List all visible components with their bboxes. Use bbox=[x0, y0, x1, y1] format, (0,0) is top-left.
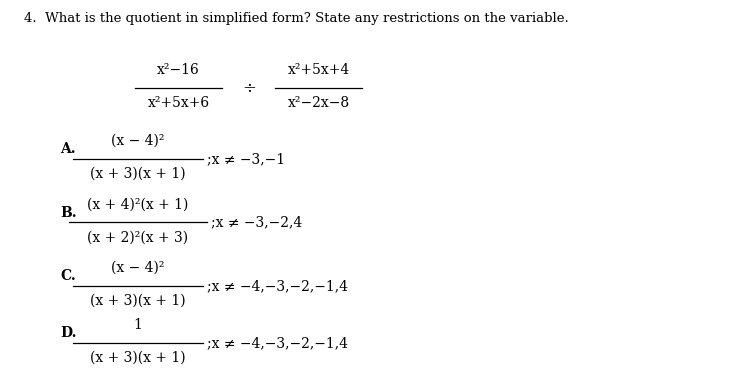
Text: A.: A. bbox=[61, 142, 76, 156]
Text: x²−2x−8: x²−2x−8 bbox=[288, 96, 350, 110]
Text: x²+5x+4: x²+5x+4 bbox=[288, 63, 350, 77]
Text: (x − 4)²: (x − 4)² bbox=[111, 134, 165, 148]
Text: ;x ≠ −3,−1: ;x ≠ −3,−1 bbox=[207, 152, 285, 166]
Text: D.: D. bbox=[61, 326, 77, 340]
Text: 4.  What is the quotient in simplified form? State any restrictions on the varia: 4. What is the quotient in simplified fo… bbox=[24, 12, 568, 25]
Text: ;x ≠ −4,−3,−2,−1,4: ;x ≠ −4,−3,−2,−1,4 bbox=[207, 279, 348, 293]
Text: (x − 4)²: (x − 4)² bbox=[111, 261, 165, 275]
Text: B.: B. bbox=[61, 206, 77, 220]
Text: (x + 3)(x + 1): (x + 3)(x + 1) bbox=[90, 351, 186, 365]
Text: (x + 4)²(x + 1): (x + 4)²(x + 1) bbox=[87, 197, 189, 211]
Text: 1: 1 bbox=[133, 318, 142, 332]
Text: (x + 3)(x + 1): (x + 3)(x + 1) bbox=[90, 294, 186, 308]
Text: (x + 2)²(x + 3): (x + 2)²(x + 3) bbox=[87, 231, 188, 244]
Text: x²+5x+6: x²+5x+6 bbox=[147, 96, 210, 110]
Text: ÷: ÷ bbox=[242, 80, 256, 97]
Text: ;x ≠ −4,−3,−2,−1,4: ;x ≠ −4,−3,−2,−1,4 bbox=[207, 336, 348, 350]
Text: C.: C. bbox=[61, 269, 76, 283]
Text: x²−16: x²−16 bbox=[157, 63, 200, 77]
Text: ;x ≠ −3,−2,4: ;x ≠ −3,−2,4 bbox=[210, 215, 302, 230]
Text: (x + 3)(x + 1): (x + 3)(x + 1) bbox=[90, 167, 186, 181]
